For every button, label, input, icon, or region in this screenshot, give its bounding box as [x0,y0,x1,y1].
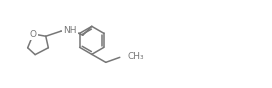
Text: O: O [30,30,37,39]
Text: NH: NH [63,26,76,35]
Text: CH₃: CH₃ [128,52,144,61]
